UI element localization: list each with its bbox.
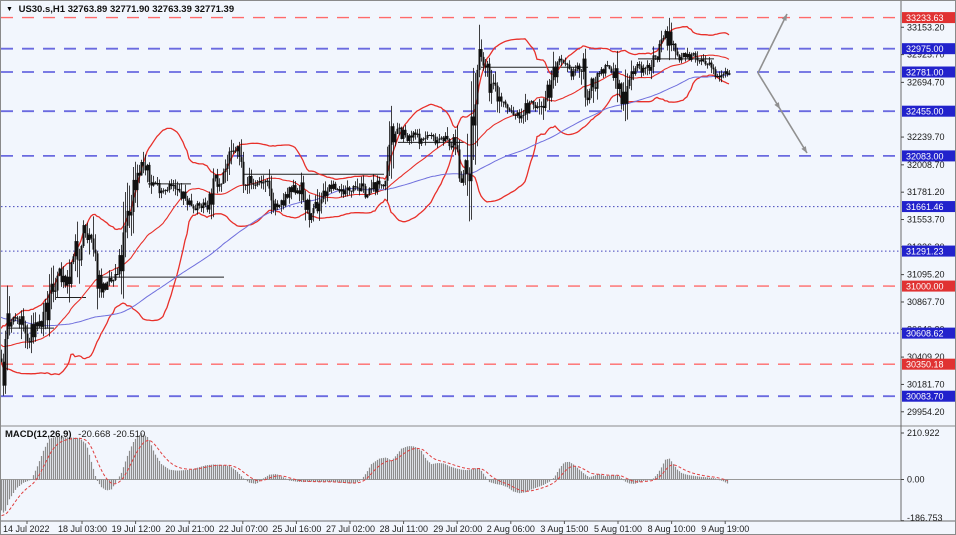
price-tick-label: 31553.70 [907, 215, 945, 225]
price-level-badge-text: 32781.00 [906, 68, 944, 78]
trend-arrows[interactable] [757, 13, 808, 154]
time-tick-label: 8 Aug 10:00 [648, 524, 696, 534]
price-level-badge-text: 32083.00 [906, 151, 944, 161]
price-level-badge [902, 66, 955, 78]
price-tick-label: 32239.70 [907, 132, 945, 142]
pane-borders [1, 1, 955, 522]
chart-title: ▼ US30.s,H1 32763.89 32771.90 32763.39 3… [6, 4, 234, 15]
price-tick-label: 32008.70 [907, 160, 945, 170]
time-axis[interactable]: 14 Jul 2022 18 Jul 03:00 19 Jul 12:00 20 Ju… [3, 521, 749, 534]
macd-scale: 210.922 0.00 -186.753 [901, 428, 943, 523]
macd-values: -20.668 -20.510 [78, 429, 146, 440]
macd-scale-label: 0.00 [907, 475, 925, 485]
time-tick-label: 28 Jul 11:00 [380, 524, 428, 534]
price-tick-label: 30181.70 [907, 379, 945, 389]
price-level-badge [902, 105, 955, 117]
price-level-badge-text: 31000.00 [906, 282, 944, 292]
macd-indicator-label: MACD(12,26,9) -20.668 -20.510 [5, 429, 145, 440]
macd-name: MACD(12,26,9) [5, 429, 72, 440]
up-arrow [757, 13, 788, 74]
price-tick-label: 31781.20 [907, 187, 945, 197]
time-tick-label: 29 Jul 20:00 [433, 524, 482, 534]
time-tick-label: 27 Jul 02:00 [326, 524, 375, 534]
time-tick-label: 9 Aug 19:00 [701, 524, 749, 534]
price-level-badge [902, 150, 955, 162]
macd-scale-label: -186.753 [907, 513, 943, 523]
macd-signal-line [1, 437, 728, 517]
price-tick-label: 31095.20 [907, 270, 945, 280]
time-tick-label: 2 Aug 06:00 [487, 524, 535, 534]
price-tick-label: 32694.70 [907, 77, 945, 87]
price-level-badge [902, 43, 955, 55]
price-level-badge [902, 201, 955, 213]
price-level-badge-text: 32455.00 [906, 107, 944, 117]
symbol-dropdown-icon[interactable]: ▼ [6, 6, 13, 13]
time-tick-label: 25 Jul 16:00 [272, 524, 321, 534]
price-tick-label: 30409.20 [907, 352, 945, 362]
price-level-badge-text: 31291.23 [906, 247, 944, 257]
time-tick-label: 5 Aug 01:00 [594, 524, 642, 534]
price-level-badge-text: 30608.62 [906, 329, 944, 339]
macd-scale-label: 210.922 [907, 428, 940, 438]
symbol-period-label: US30.s,H1 [18, 4, 66, 15]
price-level-badge [902, 358, 955, 370]
price-level-badge [902, 245, 955, 257]
macd-histogram[interactable] [1, 433, 901, 513]
price-tick-label: 30867.70 [907, 297, 945, 307]
price-level-badge [902, 12, 955, 24]
time-tick-label: 19 Jul 12:00 [112, 524, 161, 534]
time-tick-label: 3 Aug 15:00 [540, 524, 588, 534]
price-level-badge-text: 31661.46 [906, 202, 944, 212]
price-tick-label: 32925.70 [907, 50, 945, 60]
bollinger-upper[interactable] [1, 25, 730, 329]
price-level-badge [902, 280, 955, 292]
time-tick-label: 20 Jul 21:00 [165, 524, 214, 534]
time-tick-label: 14 Jul 2022 [3, 524, 50, 534]
price-level-badge-text: 30083.70 [906, 392, 944, 402]
price-axis[interactable]: 33153.20 32925.70 32694.70 32239.70 32008.70… [901, 12, 956, 417]
price-tick-label: 33153.20 [907, 22, 945, 32]
price-level-badge [902, 390, 955, 402]
price-level-badge-text: 32975.00 [906, 44, 944, 54]
ohlc-readout: 32763.89 32771.90 32763.39 32771.39 [67, 4, 235, 15]
down-arrow [757, 72, 808, 154]
price-tick-label: 29954.20 [907, 407, 945, 417]
bollinger-lower[interactable] [1, 74, 730, 376]
time-tick-label: 22 Jul 07:00 [219, 524, 268, 534]
candles[interactable] [1, 17, 731, 396]
price-level-badge [902, 327, 955, 339]
price-level-badge-text: 30350.18 [906, 360, 944, 370]
macd-signal[interactable] [1, 437, 728, 517]
price-level-badge-text: 33233.63 [906, 13, 944, 23]
time-tick-label: 18 Jul 03:00 [58, 524, 107, 534]
